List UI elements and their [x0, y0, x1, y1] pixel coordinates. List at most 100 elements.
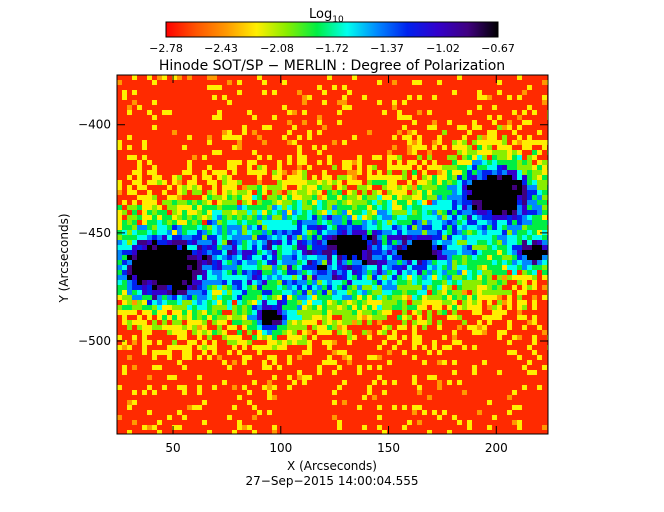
- heatmap-cell: [532, 175, 537, 180]
- heatmap-cell: [442, 255, 447, 260]
- heatmap-cell: [512, 215, 517, 220]
- heatmap-cell: [162, 260, 167, 265]
- heatmap-cell: [457, 170, 462, 175]
- heatmap-cell: [347, 175, 352, 180]
- heatmap-cell: [297, 200, 302, 205]
- heatmap-cell: [312, 235, 317, 240]
- heatmap-cell: [342, 165, 347, 170]
- heatmap-cell: [257, 180, 262, 185]
- heatmap-cell: [532, 215, 537, 220]
- heatmap-cell: [187, 165, 192, 170]
- heatmap-cell: [417, 235, 422, 240]
- heatmap-cell: [167, 350, 172, 355]
- heatmap-cell: [517, 235, 522, 240]
- heatmap-cell: [352, 210, 357, 215]
- heatmap-cell: [252, 170, 257, 175]
- heatmap-cell: [427, 125, 432, 130]
- heatmap-cell: [197, 305, 202, 310]
- heatmap-cell: [397, 185, 402, 190]
- heatmap-cell: [442, 230, 447, 235]
- heatmap-cell: [262, 140, 267, 145]
- heatmap-cell: [357, 405, 362, 410]
- heatmap-cell: [287, 355, 292, 360]
- heatmap-cell: [417, 255, 422, 260]
- heatmap-cell: [432, 145, 437, 150]
- heatmap-cell: [312, 225, 317, 230]
- heatmap-cell: [337, 185, 342, 190]
- heatmap-cell: [262, 345, 267, 350]
- heatmap-cell: [297, 290, 302, 295]
- heatmap-cell: [412, 305, 417, 310]
- heatmap-cell: [272, 315, 277, 320]
- heatmap-cell: [377, 355, 382, 360]
- heatmap-cell: [462, 190, 467, 195]
- heatmap-cell: [402, 335, 407, 340]
- heatmap-cell: [232, 205, 237, 210]
- heatmap-cell: [117, 250, 122, 255]
- heatmap-cell: [257, 330, 262, 335]
- heatmap-cell: [267, 125, 272, 130]
- heatmap-cell: [157, 365, 162, 370]
- heatmap-cell: [517, 165, 522, 170]
- heatmap-cell: [357, 310, 362, 315]
- heatmap-cell: [132, 240, 137, 245]
- heatmap-cell: [317, 300, 322, 305]
- heatmap-cell: [432, 225, 437, 230]
- heatmap-cell: [152, 350, 157, 355]
- heatmap-cell: [452, 330, 457, 335]
- heatmap-cell: [412, 140, 417, 145]
- heatmap-cell: [527, 185, 532, 190]
- heatmap-cell: [337, 195, 342, 200]
- heatmap-cell: [437, 180, 442, 185]
- heatmap-cell: [287, 375, 292, 380]
- heatmap-cell: [312, 315, 317, 320]
- heatmap-cell: [247, 275, 252, 280]
- heatmap-cell: [317, 370, 322, 375]
- heatmap-cell: [197, 295, 202, 300]
- heatmap-cell: [507, 255, 512, 260]
- heatmap-cell: [257, 275, 262, 280]
- heatmap-cell: [252, 285, 257, 290]
- heatmap-cell: [487, 95, 492, 100]
- heatmap-cell: [297, 295, 302, 300]
- heatmap-cell: [472, 190, 477, 195]
- heatmap-cell: [322, 145, 327, 150]
- heatmap-cell: [477, 155, 482, 160]
- heatmap-cell: [177, 185, 182, 190]
- heatmap-cell: [342, 265, 347, 270]
- heatmap-cell: [482, 275, 487, 280]
- heatmap-cell: [342, 320, 347, 325]
- heatmap-cell: [462, 225, 467, 230]
- heatmap-cell: [372, 270, 377, 275]
- heatmap-cell: [427, 205, 432, 210]
- heatmap-cell: [457, 265, 462, 270]
- heatmap-cell: [137, 265, 142, 270]
- heatmap-cell: [507, 185, 512, 190]
- heatmap-cell: [242, 285, 247, 290]
- heatmap-cell: [207, 305, 212, 310]
- heatmap-cell: [452, 185, 457, 190]
- heatmap-cell: [472, 245, 477, 250]
- heatmap-cell: [452, 195, 457, 200]
- heatmap-cell: [207, 215, 212, 220]
- heatmap-cell: [447, 275, 452, 280]
- heatmap-cell: [472, 345, 477, 350]
- heatmap-cell: [432, 245, 437, 250]
- heatmap-cell: [472, 285, 477, 290]
- heatmap-cell: [242, 190, 247, 195]
- heatmap-cell: [402, 225, 407, 230]
- heatmap-cell: [402, 185, 407, 190]
- heatmap-cell: [377, 215, 382, 220]
- heatmap-cell: [487, 130, 492, 135]
- heatmap-cell: [527, 145, 532, 150]
- heatmap-cell: [512, 165, 517, 170]
- heatmap-cell: [347, 215, 352, 220]
- heatmap-cell: [187, 315, 192, 320]
- heatmap-cell: [442, 290, 447, 295]
- heatmap-cell: [392, 275, 397, 280]
- heatmap-cell: [347, 260, 352, 265]
- heatmap-cell: [182, 285, 187, 290]
- heatmap-cell: [447, 185, 452, 190]
- heatmap-cell: [227, 305, 232, 310]
- heatmap-cell: [202, 255, 207, 260]
